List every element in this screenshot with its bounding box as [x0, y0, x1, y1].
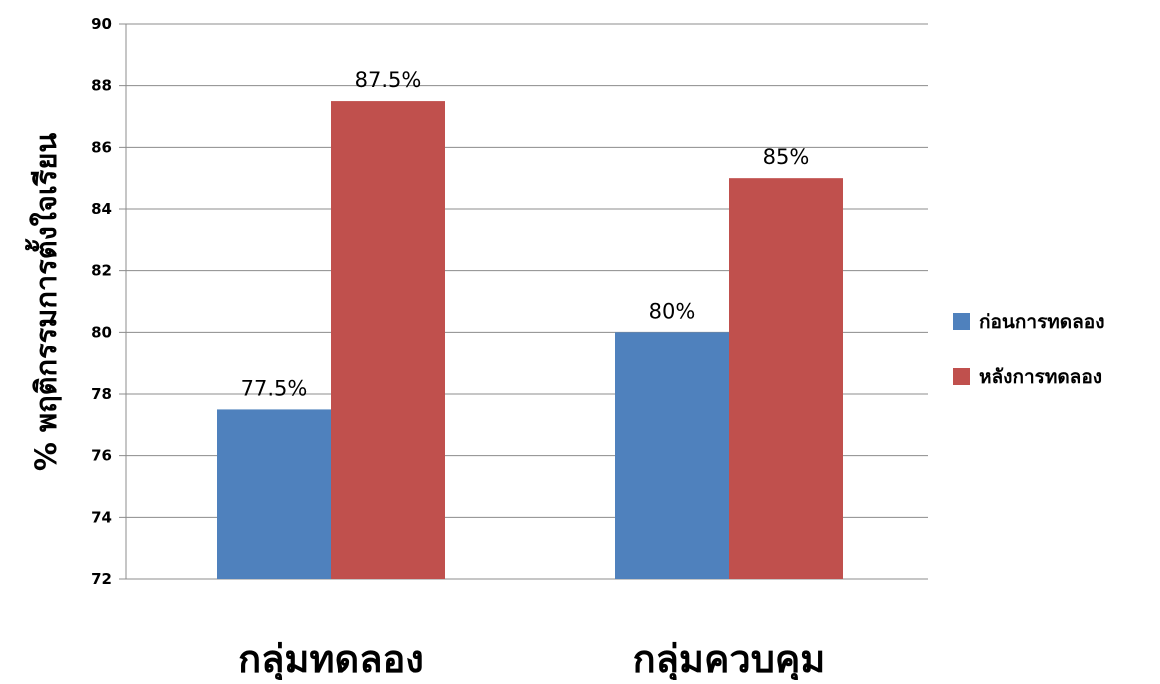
bar-before-1 — [217, 409, 331, 579]
data-labels: 77.5% 87.5% 80% 85% — [241, 68, 810, 400]
bar-after-2 — [729, 178, 843, 579]
data-label: 80% — [649, 299, 696, 323]
y-tick-label: 82 — [91, 262, 112, 280]
y-tick-label: 84 — [91, 200, 112, 218]
data-label: 77.5% — [241, 376, 308, 400]
legend-label: หลังการทดลอง — [979, 366, 1102, 388]
bars — [217, 101, 843, 579]
bar-before-2 — [615, 332, 729, 579]
y-tick-label: 88 — [91, 77, 112, 95]
category-label: กลุ่มทดลอง — [238, 637, 424, 680]
y-tick-label: 76 — [91, 447, 112, 465]
y-tick-label: 78 — [91, 385, 112, 403]
y-tick-label: 86 — [91, 138, 112, 156]
category-labels: กลุ่มทดลอง กลุ่มควบคุม — [238, 637, 826, 683]
y-axis-title: % พฤติกรรมการตั้งใจเรียน — [24, 133, 63, 472]
data-label: 87.5% — [355, 68, 422, 92]
y-tick-label: 74 — [91, 508, 112, 526]
y-tick-label: 80 — [91, 323, 112, 341]
legend-swatch — [953, 313, 970, 330]
y-tick-label: 90 — [91, 15, 112, 33]
legend-swatch — [953, 368, 970, 385]
legend-label: ก่อนการทดลอง — [979, 311, 1104, 333]
bar-after-1 — [331, 101, 445, 579]
data-label: 85% — [763, 145, 810, 169]
y-tick-labels: 72 74 76 78 80 82 84 86 88 90 — [91, 15, 112, 588]
category-label: กลุ่มควบคุม — [633, 637, 826, 680]
y-tick-label: 72 — [91, 570, 112, 588]
